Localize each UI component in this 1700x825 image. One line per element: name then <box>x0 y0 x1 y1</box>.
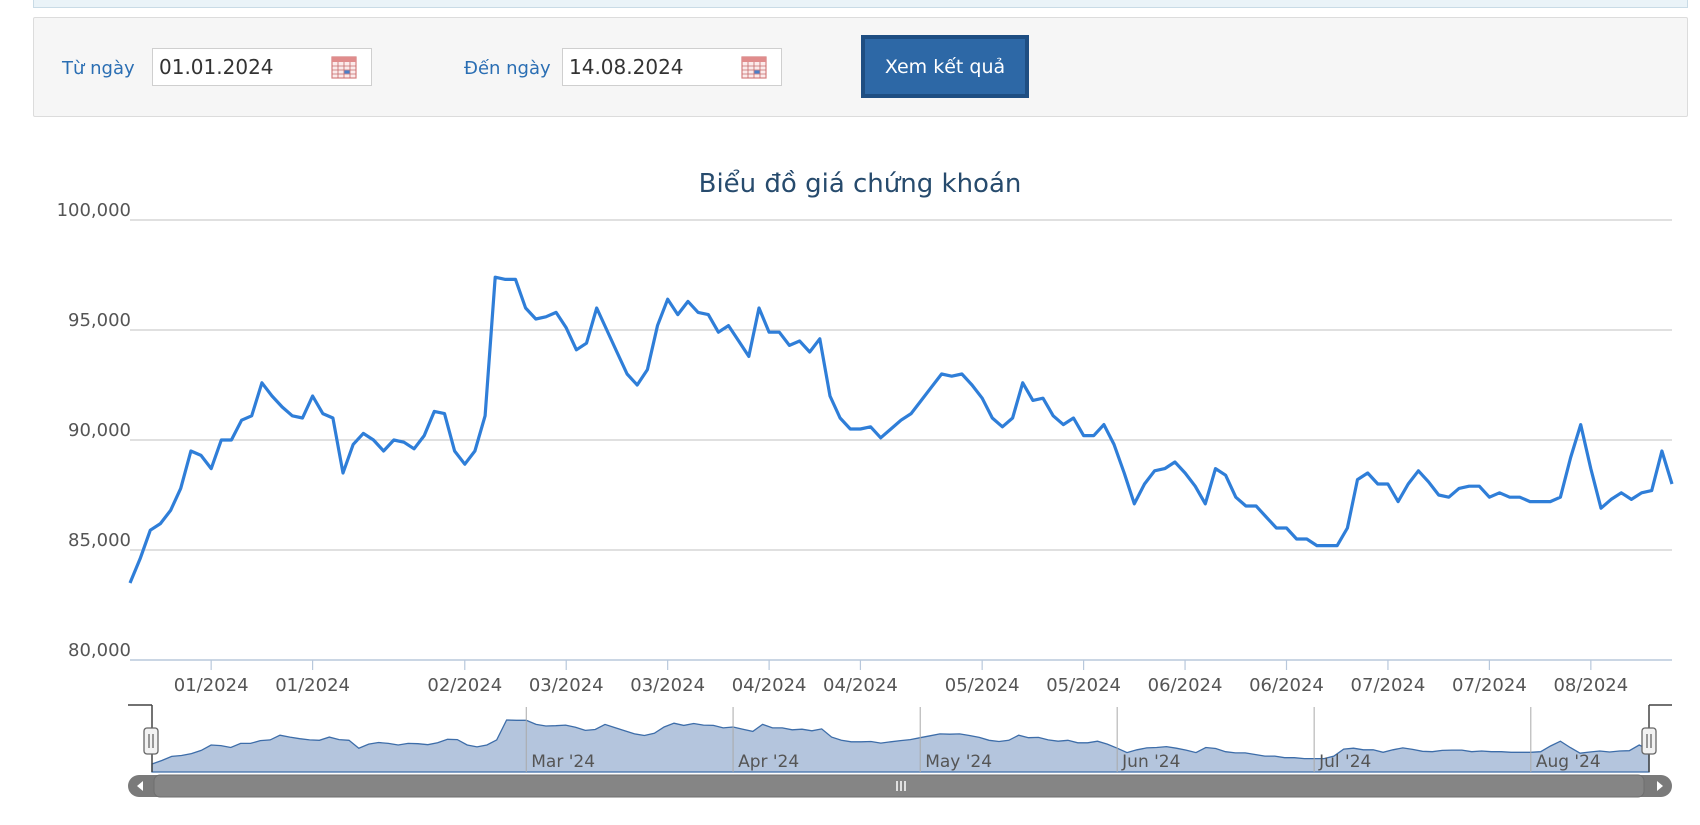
navigator-month-label: May '24 <box>925 752 992 772</box>
date-filter-panel: Từ ngày Đến ngày Xem kết quả <box>33 17 1688 117</box>
navigator-month-label: Apr '24 <box>738 752 799 772</box>
scroll-left-icon[interactable] <box>137 781 143 791</box>
y-tick-label: 90,000 <box>68 420 131 441</box>
y-tick-label: 80,000 <box>68 640 131 661</box>
from-date-label: Từ ngày <box>62 58 135 79</box>
navigator-month-labels: Mar '24 Apr '24 May '24 Jun '24 Jul '24 Aug '… <box>525 707 1601 772</box>
navigator-month-label: Jul '24 <box>1318 752 1371 772</box>
x-tick-label: 07/2024 <box>1351 675 1426 696</box>
x-tick-label: 08/2024 <box>1553 675 1628 696</box>
to-date-field[interactable] <box>562 48 782 86</box>
to-date-input[interactable] <box>563 49 733 85</box>
navigator-month-label: Mar '24 <box>531 752 595 772</box>
x-tick-label: 03/2024 <box>630 675 705 696</box>
calendar-icon[interactable] <box>741 55 767 79</box>
to-date-label: Đến ngày <box>464 58 551 79</box>
x-tick-label: 01/2024 <box>275 675 350 696</box>
navigator-right-handle[interactable] <box>1641 704 1672 772</box>
navigator-area <box>151 719 1650 773</box>
x-axis-labels: 01/2024 01/2024 02/2024 03/2024 03/2024 04/20… <box>174 660 1628 696</box>
y-axis-labels: 80,000 85,000 90,000 95,000 100,000 <box>57 200 131 661</box>
gridlines <box>130 219 1672 661</box>
navigator-month-label: Aug '24 <box>1536 752 1601 772</box>
stock-price-chart: Biểu đồ giá chứng khoán 80,000 85,000 90,0… <box>57 168 1674 798</box>
x-tick-label: 05/2024 <box>1046 675 1121 696</box>
scroll-right-icon[interactable] <box>1657 781 1663 791</box>
x-tick-label: 02/2024 <box>427 675 502 696</box>
navigator[interactable]: Mar '24 Apr '24 May '24 Jun '24 Jul '24 Aug '… <box>128 704 1672 773</box>
y-tick-label: 100,000 <box>57 200 131 221</box>
price-series-line <box>128 275 1674 584</box>
scrollbar-thumb[interactable] <box>153 774 1645 798</box>
chart-title: Biểu đồ giá chứng khoán <box>699 168 1022 199</box>
top-strip <box>33 0 1688 8</box>
x-tick-label: 04/2024 <box>823 675 898 696</box>
navigator-scrollbar[interactable] <box>128 774 1672 798</box>
x-tick-label: 06/2024 <box>1249 675 1324 696</box>
y-tick-label: 85,000 <box>68 530 131 551</box>
x-tick-label: 05/2024 <box>945 675 1020 696</box>
scrollbar-grip-icon <box>896 781 906 791</box>
from-date-field[interactable] <box>152 48 372 86</box>
x-tick-label: 06/2024 <box>1148 675 1223 696</box>
navigator-left-handle[interactable] <box>128 704 159 772</box>
x-tick-label: 07/2024 <box>1452 675 1527 696</box>
x-tick-label: 01/2024 <box>174 675 249 696</box>
x-tick-label: 04/2024 <box>732 675 807 696</box>
view-results-button[interactable]: Xem kết quả <box>861 35 1029 98</box>
from-date-input[interactable] <box>153 49 323 85</box>
x-tick-label: 03/2024 <box>529 675 604 696</box>
y-tick-label: 95,000 <box>68 310 131 331</box>
navigator-month-label: Jun '24 <box>1121 752 1180 772</box>
calendar-icon[interactable] <box>331 55 357 79</box>
